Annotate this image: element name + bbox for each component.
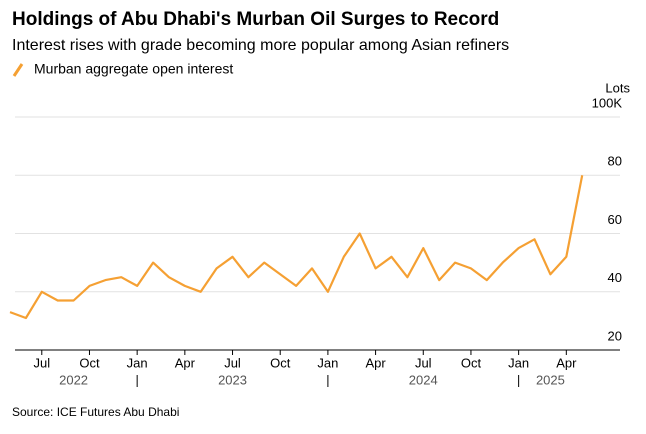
y-tick-label: 60 bbox=[608, 212, 622, 227]
x-tick-label: Apr bbox=[365, 355, 386, 370]
y-axis-label: Lots bbox=[605, 80, 630, 95]
y-tick-label: 40 bbox=[608, 270, 622, 285]
x-tick-label: Jul bbox=[415, 355, 432, 370]
x-tick-label: Apr bbox=[556, 355, 577, 370]
x-tick-label: Oct bbox=[79, 355, 100, 370]
y-tick-label: 80 bbox=[608, 154, 622, 169]
x-tick-label: Jan bbox=[317, 355, 338, 370]
year-label: 2024 bbox=[409, 372, 438, 387]
legend-swatch bbox=[12, 63, 24, 77]
x-tick-label: Jan bbox=[127, 355, 148, 370]
chart-subtitle: Interest rises with grade becoming more … bbox=[12, 37, 509, 54]
x-tick-label: Oct bbox=[270, 355, 291, 370]
year-label: 2022 bbox=[59, 372, 88, 387]
y-tick-label: 20 bbox=[608, 328, 622, 343]
source: Source: ICE Futures Abu Dhabi bbox=[12, 405, 179, 419]
x-tick-label: Jul bbox=[33, 355, 50, 370]
x-tick-label: Oct bbox=[461, 355, 482, 370]
x-tick-label: Jan bbox=[508, 355, 529, 370]
x-tick-label: Apr bbox=[175, 355, 196, 370]
year-label: 2025 bbox=[536, 372, 565, 387]
x-tick-label: Jul bbox=[224, 355, 241, 370]
year-label: 2023 bbox=[218, 372, 247, 387]
data-line bbox=[9, 175, 584, 320]
chart-title: Holdings of Abu Dhabi's Murban Oil Surge… bbox=[12, 9, 499, 30]
legend-label: Murban aggregate open interest bbox=[34, 61, 233, 77]
y-tick-label: 100K bbox=[592, 95, 623, 110]
